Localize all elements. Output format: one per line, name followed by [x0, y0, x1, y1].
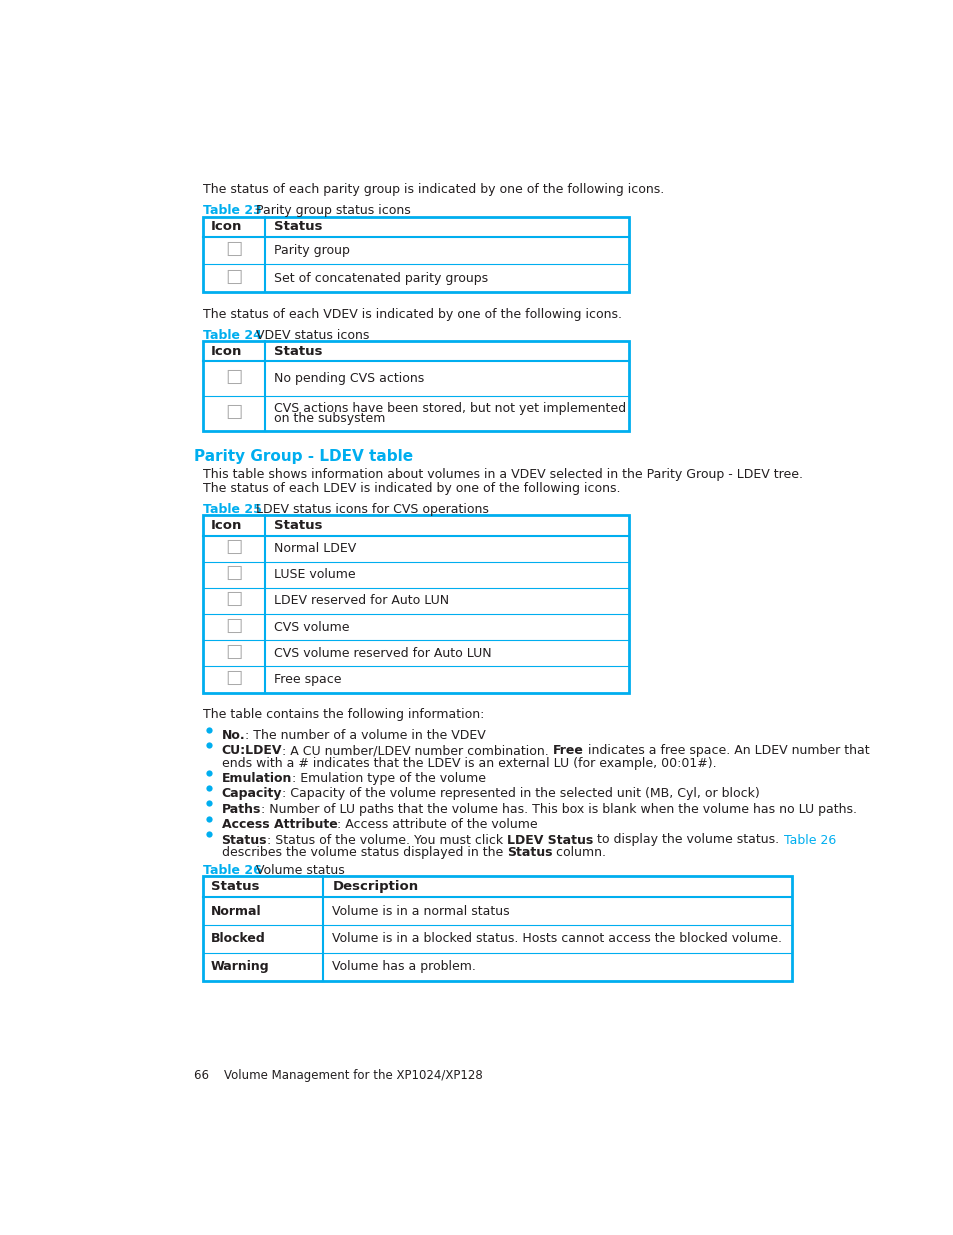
Text: Table 26: Table 26: [203, 863, 261, 877]
Text: : A CU number/LDEV number combination.: : A CU number/LDEV number combination.: [282, 745, 552, 757]
Text: LUSE volume: LUSE volume: [274, 568, 355, 582]
Text: : Emulation type of the volume: : Emulation type of the volume: [292, 772, 485, 785]
Text: Set of concatenated parity groups: Set of concatenated parity groups: [274, 272, 488, 285]
Text: ☐: ☐: [225, 566, 242, 584]
Text: Icon: Icon: [211, 345, 242, 358]
Text: ☐: ☐: [225, 671, 242, 689]
Text: Status: Status: [274, 220, 322, 233]
Text: : Status of the volume. You must click: : Status of the volume. You must click: [267, 834, 507, 846]
Text: indicates a free space. An LDEV number that: indicates a free space. An LDEV number t…: [583, 745, 868, 757]
Text: No pending CVS actions: No pending CVS actions: [274, 372, 424, 385]
Text: ☐: ☐: [225, 592, 242, 610]
Text: ☐: ☐: [225, 241, 242, 261]
Text: VDEV status icons: VDEV status icons: [248, 330, 369, 342]
Text: CU:LDEV: CU:LDEV: [221, 745, 282, 757]
Text: ☐: ☐: [225, 540, 242, 558]
Text: Table 25: Table 25: [203, 503, 261, 516]
Text: Status: Status: [221, 834, 267, 846]
Text: Table 24: Table 24: [203, 330, 261, 342]
Text: : Number of LU paths that the volume has. This box is blank when the volume has : : Number of LU paths that the volume has…: [261, 803, 856, 815]
Text: Volume status: Volume status: [248, 863, 344, 877]
Text: ☐: ☐: [225, 269, 242, 288]
Bar: [203, 341, 629, 431]
Text: : Access attribute of the volume: : Access attribute of the volume: [337, 818, 537, 831]
Text: Status: Status: [274, 345, 322, 358]
Text: Table 26: Table 26: [782, 834, 835, 846]
Text: Normal LDEV: Normal LDEV: [274, 542, 356, 555]
Text: describes the volume status displayed in the: describes the volume status displayed in…: [221, 846, 506, 858]
Text: ends with a # indicates that the LDEV is an external LU (for example, 00:01#).: ends with a # indicates that the LDEV is…: [221, 757, 716, 769]
Text: Status: Status: [274, 519, 322, 532]
Text: CVS actions have been stored, but not yet implemented: CVS actions have been stored, but not ye…: [274, 401, 626, 415]
Text: Free space: Free space: [274, 673, 341, 685]
Text: 66    Volume Management for the XP1024/XP128: 66 Volume Management for the XP1024/XP12…: [193, 1070, 482, 1082]
Text: The table contains the following information:: The table contains the following informa…: [203, 708, 484, 721]
Text: This table shows information about volumes in a VDEV selected in the Parity Grou: This table shows information about volum…: [203, 468, 802, 480]
Text: The status of each LDEV is indicated by one of the following icons.: The status of each LDEV is indicated by …: [203, 482, 619, 494]
Text: : The number of a volume in the VDEV: : The number of a volume in the VDEV: [245, 729, 485, 742]
Text: column.: column.: [552, 846, 606, 858]
Text: LDEV Status: LDEV Status: [507, 834, 593, 846]
Text: Volume is in a blocked status. Hosts cannot access the blocked volume.: Volume is in a blocked status. Hosts can…: [332, 932, 781, 946]
Text: Status: Status: [211, 881, 259, 893]
Text: Paths: Paths: [221, 803, 261, 815]
Text: : Capacity of the volume represented in the selected unit (MB, Cyl, or block): : Capacity of the volume represented in …: [282, 787, 759, 800]
Text: Emulation: Emulation: [221, 772, 292, 785]
Text: Blocked: Blocked: [211, 932, 265, 946]
Text: Capacity: Capacity: [221, 787, 282, 800]
Text: Table 23: Table 23: [203, 205, 261, 217]
Text: ☐: ☐: [225, 643, 242, 663]
Text: The status of each VDEV is indicated by one of the following icons.: The status of each VDEV is indicated by …: [203, 308, 621, 321]
Text: Description: Description: [332, 881, 418, 893]
Text: LDEV reserved for Auto LUN: LDEV reserved for Auto LUN: [274, 594, 449, 608]
Text: Status: Status: [506, 846, 552, 858]
Text: Volume has a problem.: Volume has a problem.: [332, 960, 476, 973]
Text: Parity Group - LDEV table: Parity Group - LDEV table: [193, 450, 413, 464]
Text: Parity group: Parity group: [274, 245, 350, 257]
Text: Volume is in a normal status: Volume is in a normal status: [332, 905, 510, 918]
Text: ☐: ☐: [225, 404, 242, 422]
Text: Parity group status icons: Parity group status icons: [248, 205, 410, 217]
Text: The status of each parity group is indicated by one of the following icons.: The status of each parity group is indic…: [203, 183, 663, 196]
Text: Access Attribute: Access Attribute: [221, 818, 337, 831]
Text: Icon: Icon: [211, 519, 242, 532]
Text: ☐: ☐: [225, 618, 242, 636]
Text: Warning: Warning: [211, 960, 269, 973]
Text: on the subsystem: on the subsystem: [274, 412, 385, 425]
Text: CVS volume: CVS volume: [274, 621, 350, 634]
Bar: [203, 876, 791, 981]
Text: No.: No.: [221, 729, 245, 742]
Text: CVS volume reserved for Auto LUN: CVS volume reserved for Auto LUN: [274, 647, 492, 659]
Text: ☐: ☐: [225, 369, 242, 388]
Bar: [203, 515, 629, 693]
Text: LDEV status icons for CVS operations: LDEV status icons for CVS operations: [248, 503, 488, 516]
Text: Normal: Normal: [211, 905, 261, 918]
Text: Free: Free: [552, 745, 583, 757]
Text: to display the volume status.: to display the volume status.: [593, 834, 782, 846]
Bar: [203, 216, 629, 293]
Text: Icon: Icon: [211, 220, 242, 233]
